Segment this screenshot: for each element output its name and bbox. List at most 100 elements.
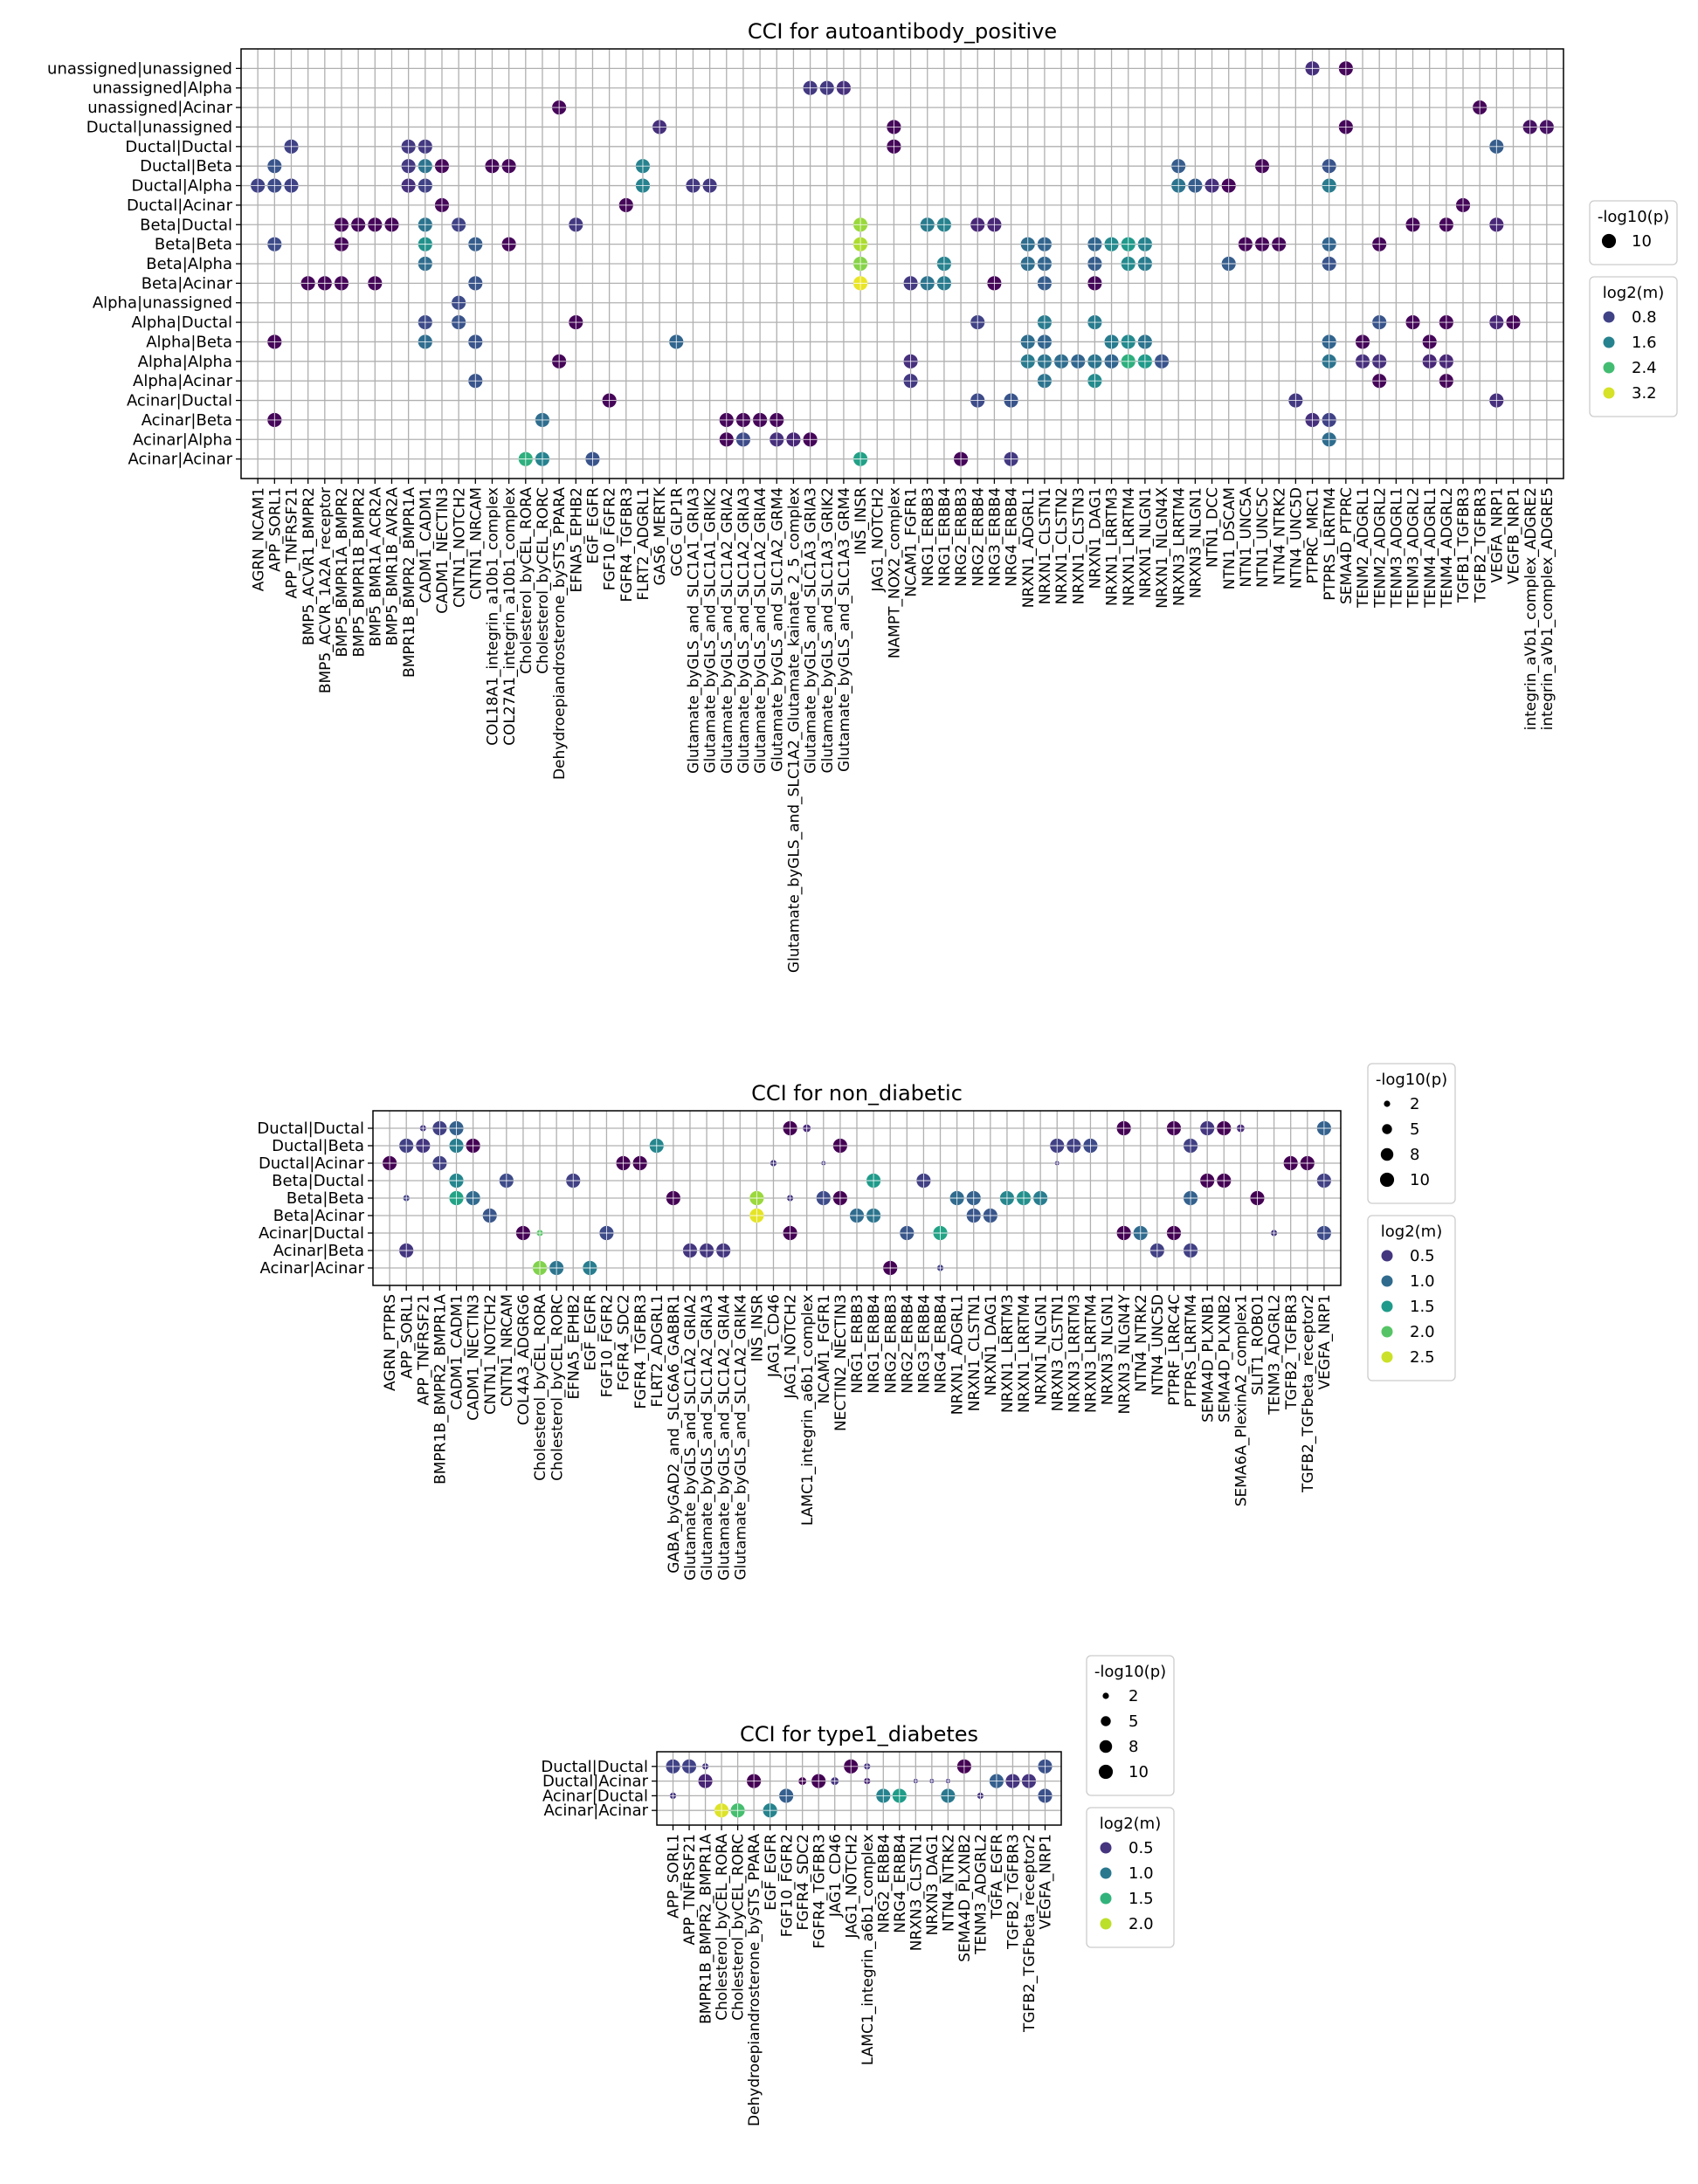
- color-legend-label: 3.2: [1632, 384, 1657, 403]
- x-tick-label: NRXN3_LRRTM3: [1066, 1294, 1083, 1413]
- x-tick-label: GCG_GLP1R: [668, 487, 686, 576]
- chart-panel-2: CCI for non_diabeticDuctal|DuctalDuctal|…: [257, 1063, 1456, 1581]
- x-tick-label: Glutamate_byGLS_and_SLC1A2_GRM4: [769, 487, 786, 772]
- color-legend-marker: [1100, 1867, 1112, 1879]
- x-tick-label: FGF10_FGFR2: [599, 1294, 617, 1397]
- size-legend-marker: [1380, 1147, 1394, 1161]
- x-tick-label: NTN4_NTRK2: [1271, 487, 1288, 585]
- x-tick-label: NRXN1_ADGRL1: [949, 1294, 967, 1415]
- x-tick-label: PTPRS_LRRTM4: [1183, 1294, 1200, 1408]
- x-tick-label: BMPR1B_BMPR2_BMPR1A: [401, 487, 418, 678]
- x-tick-label: Cholesterol_byCEL_RORA: [518, 487, 535, 674]
- x-tick-label: NRG2_ERBB4: [970, 487, 987, 587]
- x-tick-label: LAMC1_integrin_a6b1_complex: [859, 1834, 877, 2065]
- y-tick-label: Alpha|Acinar: [133, 372, 233, 390]
- x-tick-label: LAMC1_integrin_a6b1_complex: [799, 1294, 817, 1526]
- x-tick-label: Glutamate_byGLS_and_SLC1A2_GRIA3: [735, 487, 753, 774]
- x-tick-label: TENM2_ADGRL1: [1355, 487, 1372, 609]
- x-tick-label: BMP5_ACVR_1A2A_receptor: [317, 487, 335, 693]
- size-legend-marker: [1384, 1100, 1391, 1107]
- y-tick-label: Ductal|unassigned: [86, 118, 232, 136]
- x-tick-label: Glutamate_byGLS_and_SLC1A2_GRIA4: [715, 1294, 733, 1581]
- size-legend-label: 8: [1410, 1146, 1419, 1164]
- x-tick-label: NRXN1_CLSTN3: [1070, 487, 1087, 604]
- x-tick-label: JAG1_CD46: [766, 1294, 783, 1378]
- y-tick-label: Beta|Acinar: [273, 1207, 365, 1225]
- size-legend-marker: [1379, 1172, 1395, 1188]
- color-legend-title: log2(m): [1381, 1223, 1442, 1241]
- y-tick-label: Alpha|Beta: [146, 333, 232, 351]
- x-tick-label: Glutamate_byGLS_and_SLC1A2_GRIA2: [719, 487, 736, 774]
- x-tick-label: TGFB2_TGFBR3: [1005, 1834, 1023, 1950]
- size-legend-label: 10: [1129, 1763, 1149, 1781]
- x-tick-label: Cholesterol_byCEL_RORC: [535, 487, 552, 674]
- size-legend-marker: [1601, 233, 1617, 249]
- size-legend-marker: [1382, 1124, 1392, 1134]
- color-legend-marker: [1381, 1250, 1393, 1262]
- x-tick-label: GABA_byGAD2_and_SLC6A6_GABBR1: [666, 1294, 683, 1574]
- x-tick-label: BMP5_BMPR1A_BMPR2: [334, 487, 351, 657]
- x-tick-label: SEMA4D_PLXNB2: [956, 1834, 974, 1962]
- x-tick-label: EGF_EGFR: [763, 1834, 780, 1911]
- x-tick-label: JAG1_NOTCH2: [869, 487, 887, 593]
- points: [383, 1120, 1331, 1276]
- size-legend-label: 2: [1410, 1095, 1419, 1113]
- x-tick-label: AGRN_PTPRS: [382, 1294, 399, 1391]
- x-tick-label: NRXN1_LRRTM3: [999, 1294, 1017, 1413]
- x-tick-label: TENM3_ADGRL2: [1405, 487, 1423, 609]
- color-legend-label: 2.0: [1129, 1915, 1154, 1933]
- color-legend-title: log2(m): [1603, 284, 1664, 302]
- y-tick-label: Acinar|Ductal: [542, 1787, 648, 1805]
- y-tick-label: unassigned|Alpha: [93, 79, 232, 98]
- x-tick-label: NRG3_ERBB4: [916, 1294, 934, 1394]
- x-tick-label: Glutamate_byGLS_and_SLC1A1_GRIA3: [686, 487, 703, 774]
- x-tick-label: NRG4_ERBB4: [933, 1294, 950, 1394]
- x-tick-label: TENM4_ADGRL2: [1439, 487, 1456, 609]
- x-tick-label: COL18A1_integrin_a10b1_complex: [485, 487, 502, 746]
- y-tick-label: Beta|Acinar: [142, 274, 233, 293]
- y-tick-label: Acinar|Alpha: [133, 431, 232, 449]
- points: [251, 61, 1554, 466]
- x-tick-label: JAG1_CD46: [827, 1834, 845, 1918]
- x-tick-label: NRXN1_LRRTM4: [1121, 487, 1138, 606]
- x-tick-label: NRXN3_NLGN1: [1100, 1294, 1117, 1405]
- x-tick-label: APP_TNFRSF21: [681, 1834, 699, 1946]
- x-tick-label: CADM1_CADM1: [418, 487, 435, 603]
- x-tick-label: NRG3_ERBB4: [987, 487, 1004, 587]
- x-tick-label: APP_TNFRSF21: [415, 1294, 432, 1406]
- x-tick-label: Glutamate_byGLS_and_SLC1A1_GRIK2: [702, 487, 720, 773]
- color-legend-label: 0.8: [1632, 308, 1657, 327]
- x-tick-label: NTN1_DCC: [1204, 487, 1222, 568]
- size-legend-label: 8: [1129, 1738, 1138, 1756]
- x-tick-label: TGFB2_TGFbeta_receptor2: [1021, 1834, 1039, 2033]
- y-tick-label: unassigned|unassigned: [47, 59, 232, 78]
- color-legend-box: [1086, 1807, 1175, 1948]
- x-tick-label: NRG1_ERBB3: [849, 1294, 866, 1394]
- x-tick-label: NTN4_NTRK2: [1133, 1294, 1150, 1392]
- x-tick-label: FGFR4_TGFBR3: [618, 487, 636, 602]
- x-tick-label: BMP5_BMR1A_ACR2A: [367, 487, 384, 647]
- x-tick-label: integrin_aVb1_complex_ADGRE5: [1539, 487, 1556, 730]
- x-tick-label: NCAM1_FGFR1: [903, 487, 921, 597]
- x-tick-label: CNTN1_NRCAM: [499, 1294, 516, 1407]
- x-tick-label: EFNA5_EPHB2: [565, 1294, 583, 1399]
- chart-panel-3: CCI for type1_diabetes Ductal|DuctalDucta…: [541, 1655, 1175, 2126]
- x-tick-label: NRG1_ERBB4: [936, 487, 954, 587]
- chart-title: CCI for non_diabetic: [751, 1081, 963, 1106]
- color-legend: log2(m) 0.5 1.0 1.5 2.0 2.5: [1367, 1215, 1456, 1381]
- size-legend-box: [1367, 1063, 1456, 1204]
- x-tick-label: SEMA4D_PLXNB2: [1216, 1294, 1233, 1423]
- x-tick-label: INS_INSR: [749, 1294, 766, 1362]
- y-tick-label: Acinar|Acinar: [259, 1259, 364, 1278]
- x-tick-label: NAMPT_NOX2_complex: [887, 487, 904, 658]
- y-tick-label: Ductal|Beta: [140, 157, 232, 176]
- x-tick-label: Glutamate_byGLS_and_SLC1A3_GRIK2: [819, 487, 837, 773]
- chart-panel-1: CCI for autoantibody_positive unassigned|…: [47, 19, 1678, 973]
- x-tick-label: TGFA_EGFR: [989, 1834, 1006, 1920]
- size-legend: -log10(p) 2 5 8 10: [1367, 1063, 1456, 1204]
- x-tick-label: NRXN1_ADGRL1: [1020, 487, 1038, 608]
- size-legend-box: [1589, 200, 1678, 265]
- y-tick-label: Ductal|Acinar: [259, 1154, 365, 1173]
- x-tick-label: BMPR1B_BMPR2_BMPR1A: [432, 1294, 450, 1485]
